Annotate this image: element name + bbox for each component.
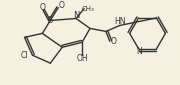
Text: Cl: Cl (21, 51, 28, 60)
Text: N: N (73, 11, 79, 20)
Text: N: N (136, 47, 141, 56)
Text: S: S (48, 16, 53, 25)
Text: O: O (39, 3, 45, 12)
Text: OH: OH (76, 54, 88, 63)
Text: CH₃: CH₃ (82, 6, 94, 12)
Text: O: O (111, 37, 117, 46)
Text: O: O (58, 1, 64, 10)
Text: HN: HN (114, 17, 125, 26)
